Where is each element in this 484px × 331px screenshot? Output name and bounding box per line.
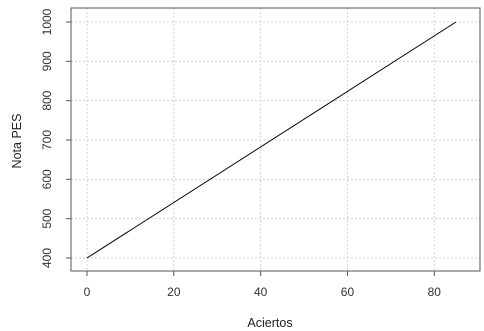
x-tick-label: 0 — [84, 285, 91, 299]
x-axis-title: Aciertos — [247, 316, 292, 330]
x-tick-label: 40 — [254, 285, 268, 299]
series-line — [86, 21, 457, 259]
grid — [71, 8, 480, 271]
x-tick-label: 20 — [167, 285, 181, 299]
y-tick-label: 900 — [40, 51, 54, 71]
axes: 0 20 40 60 80 400 500 600 700 800 900 1000 — [40, 8, 441, 299]
x-tick-label: 80 — [428, 285, 442, 299]
y-tick-label: 700 — [40, 130, 54, 150]
series-layer — [86, 21, 457, 259]
y-tick-label: 500 — [40, 208, 54, 228]
y-tick-label: 800 — [40, 90, 54, 110]
y-tick-label: 400 — [40, 248, 54, 268]
y-axis-title: Nota PES — [10, 114, 24, 169]
x-tick-label: 60 — [341, 285, 355, 299]
y-tick-label: 1000 — [40, 8, 54, 35]
y-tick-label: 600 — [40, 169, 54, 189]
